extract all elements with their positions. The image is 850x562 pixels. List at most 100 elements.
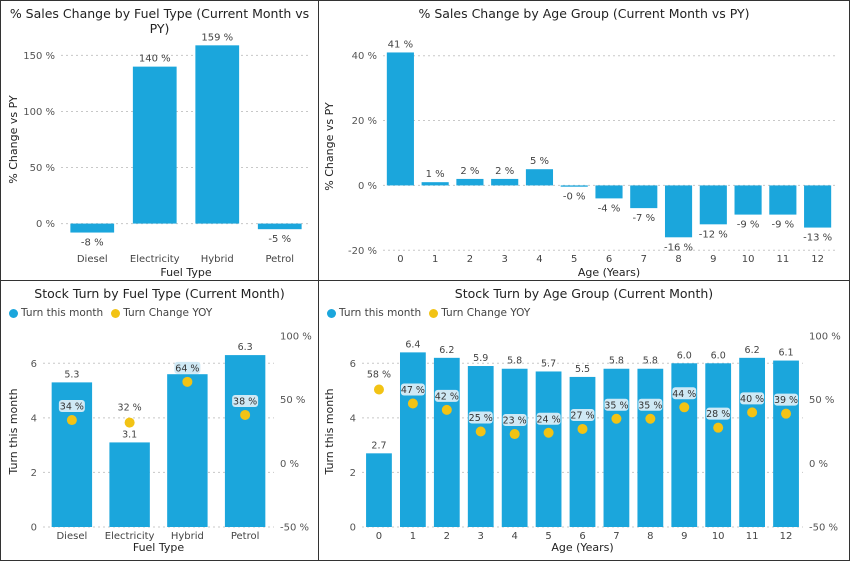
x-tick-label: 9: [710, 254, 716, 265]
data-label: 5.8: [609, 356, 624, 367]
data-label: 5.5: [575, 364, 590, 375]
data-label: 6.2: [439, 345, 454, 356]
x-axis-label: Age (Years): [578, 266, 640, 279]
x-tick-label: 7: [613, 531, 619, 542]
marker: [679, 402, 690, 413]
marker-label-bg: [638, 398, 663, 411]
bar: [195, 45, 240, 224]
x-tick-label: 7: [641, 254, 647, 265]
x-tick-label: 0: [376, 531, 382, 542]
y-axis-label: Turn this month: [323, 388, 336, 475]
marker: [509, 429, 520, 440]
marker: [747, 407, 758, 418]
x-axis-label: Age (Years): [551, 541, 613, 554]
y-tick-label: 0: [350, 523, 356, 534]
chart-title: % Sales Change by Fuel Type (Current Mon…: [9, 6, 310, 36]
data-label: -4 %: [598, 203, 621, 214]
bar: [109, 442, 150, 527]
bar: [560, 185, 588, 187]
data-label: 2 %: [495, 166, 514, 177]
data-label: 2.7: [371, 440, 386, 451]
x-tick-label: 2: [444, 531, 450, 542]
marker-label: 47 %: [401, 385, 425, 396]
y-axis-label: % Change vs PY: [323, 102, 336, 191]
x-tick-label: Hybrid: [201, 254, 234, 265]
x-tick-label: 9: [681, 531, 687, 542]
marker-label-bg: [672, 387, 697, 400]
y-tick-label: 0 %: [36, 219, 55, 230]
marker-label-bg: [468, 411, 493, 424]
data-label: 5.9: [473, 353, 488, 364]
x-tick-label: Diesel: [77, 254, 108, 265]
y-tick-label: 4: [350, 413, 356, 424]
data-label: 6.3: [238, 342, 253, 353]
legend-label: Turn Change YOY: [123, 307, 213, 319]
marker-label-bg: [774, 393, 799, 406]
bar: [595, 185, 623, 199]
x-tick-label: 1: [432, 254, 438, 265]
data-label: 159 %: [201, 32, 233, 43]
bar: [705, 363, 732, 527]
bar: [70, 223, 115, 233]
x-tick-label: 10: [742, 254, 755, 265]
marker-label: 23 %: [503, 416, 527, 427]
y-tick-label: 6: [31, 359, 37, 370]
x-tick-label: 5: [571, 254, 577, 265]
y-tick-label: 50 %: [30, 163, 55, 174]
x-tick-label: Diesel: [56, 531, 87, 542]
data-label: -8 %: [81, 238, 104, 249]
y-tick-label: 0: [31, 523, 37, 534]
x-tick-label: 11: [776, 254, 789, 265]
y-tick-label: -20 %: [348, 246, 377, 257]
data-label: 140 %: [139, 54, 171, 65]
marker-label: 44 %: [672, 389, 696, 400]
x-tick-label: 3: [502, 254, 508, 265]
marker: [240, 409, 251, 420]
y-axis-label: Turn this month: [7, 388, 20, 475]
y-axis-label: % Change vs PY: [7, 95, 20, 184]
x-axis-label: Fuel Type: [160, 266, 212, 279]
x-tick-label: Petrol: [265, 254, 294, 265]
marker-label: 64 %: [175, 363, 199, 374]
data-label: -9 %: [772, 220, 795, 231]
bar: [491, 178, 519, 186]
data-label: -5 %: [268, 234, 291, 245]
marker: [407, 398, 418, 409]
chart-title: % Sales Change by Age Group (Current Mon…: [418, 6, 750, 21]
data-label: 6.2: [745, 345, 760, 356]
fuel-turn-chart: 0 2 4 6 -50 % 0 % 50 % 100 % 5.3 Diesel 3.1 Electri…: [7, 332, 312, 555]
marker-label: 35 %: [604, 400, 628, 411]
y-tick-label: 20 %: [352, 116, 377, 127]
bar: [386, 52, 414, 186]
data-label: 5.8: [507, 356, 522, 367]
x-tick-label: 4: [536, 254, 542, 265]
marker-label: 27 %: [570, 410, 594, 421]
marker-label-bg: [502, 414, 527, 427]
legend-swatch-bar: [327, 308, 336, 318]
x-tick-label: 0: [397, 254, 403, 265]
marker-label: 25 %: [469, 413, 493, 424]
bar: [456, 178, 484, 186]
marker-label: 39 %: [774, 395, 798, 406]
x-tick-label: 2: [467, 254, 473, 265]
marker-label-bg: [174, 361, 201, 374]
bar: [637, 368, 664, 527]
marker: [182, 376, 193, 387]
bar: [603, 368, 630, 527]
bar: [739, 357, 766, 527]
x-tick-label: 4: [511, 531, 517, 542]
marker-label-bg: [570, 408, 595, 421]
y2-tick-label: 0 %: [809, 459, 828, 470]
fuel-turn-chart-panel: Stock Turn by Fuel Type (Current Month) …: [0, 280, 319, 561]
data-label: -12 %: [699, 229, 728, 240]
data-label: -9 %: [737, 220, 760, 231]
marker-label: 24 %: [537, 414, 561, 425]
x-tick-label: Electricity: [105, 531, 155, 542]
y2-tick-label: 100 %: [809, 332, 841, 343]
bar: [167, 374, 208, 527]
age-sales-chart-panel: % Sales Change by Age Group (Current Mon…: [318, 0, 850, 281]
x-tick-label: Petrol: [231, 531, 260, 542]
data-label: 6.4: [405, 339, 420, 350]
y-tick-label: 6: [350, 359, 356, 370]
bar: [467, 366, 494, 527]
